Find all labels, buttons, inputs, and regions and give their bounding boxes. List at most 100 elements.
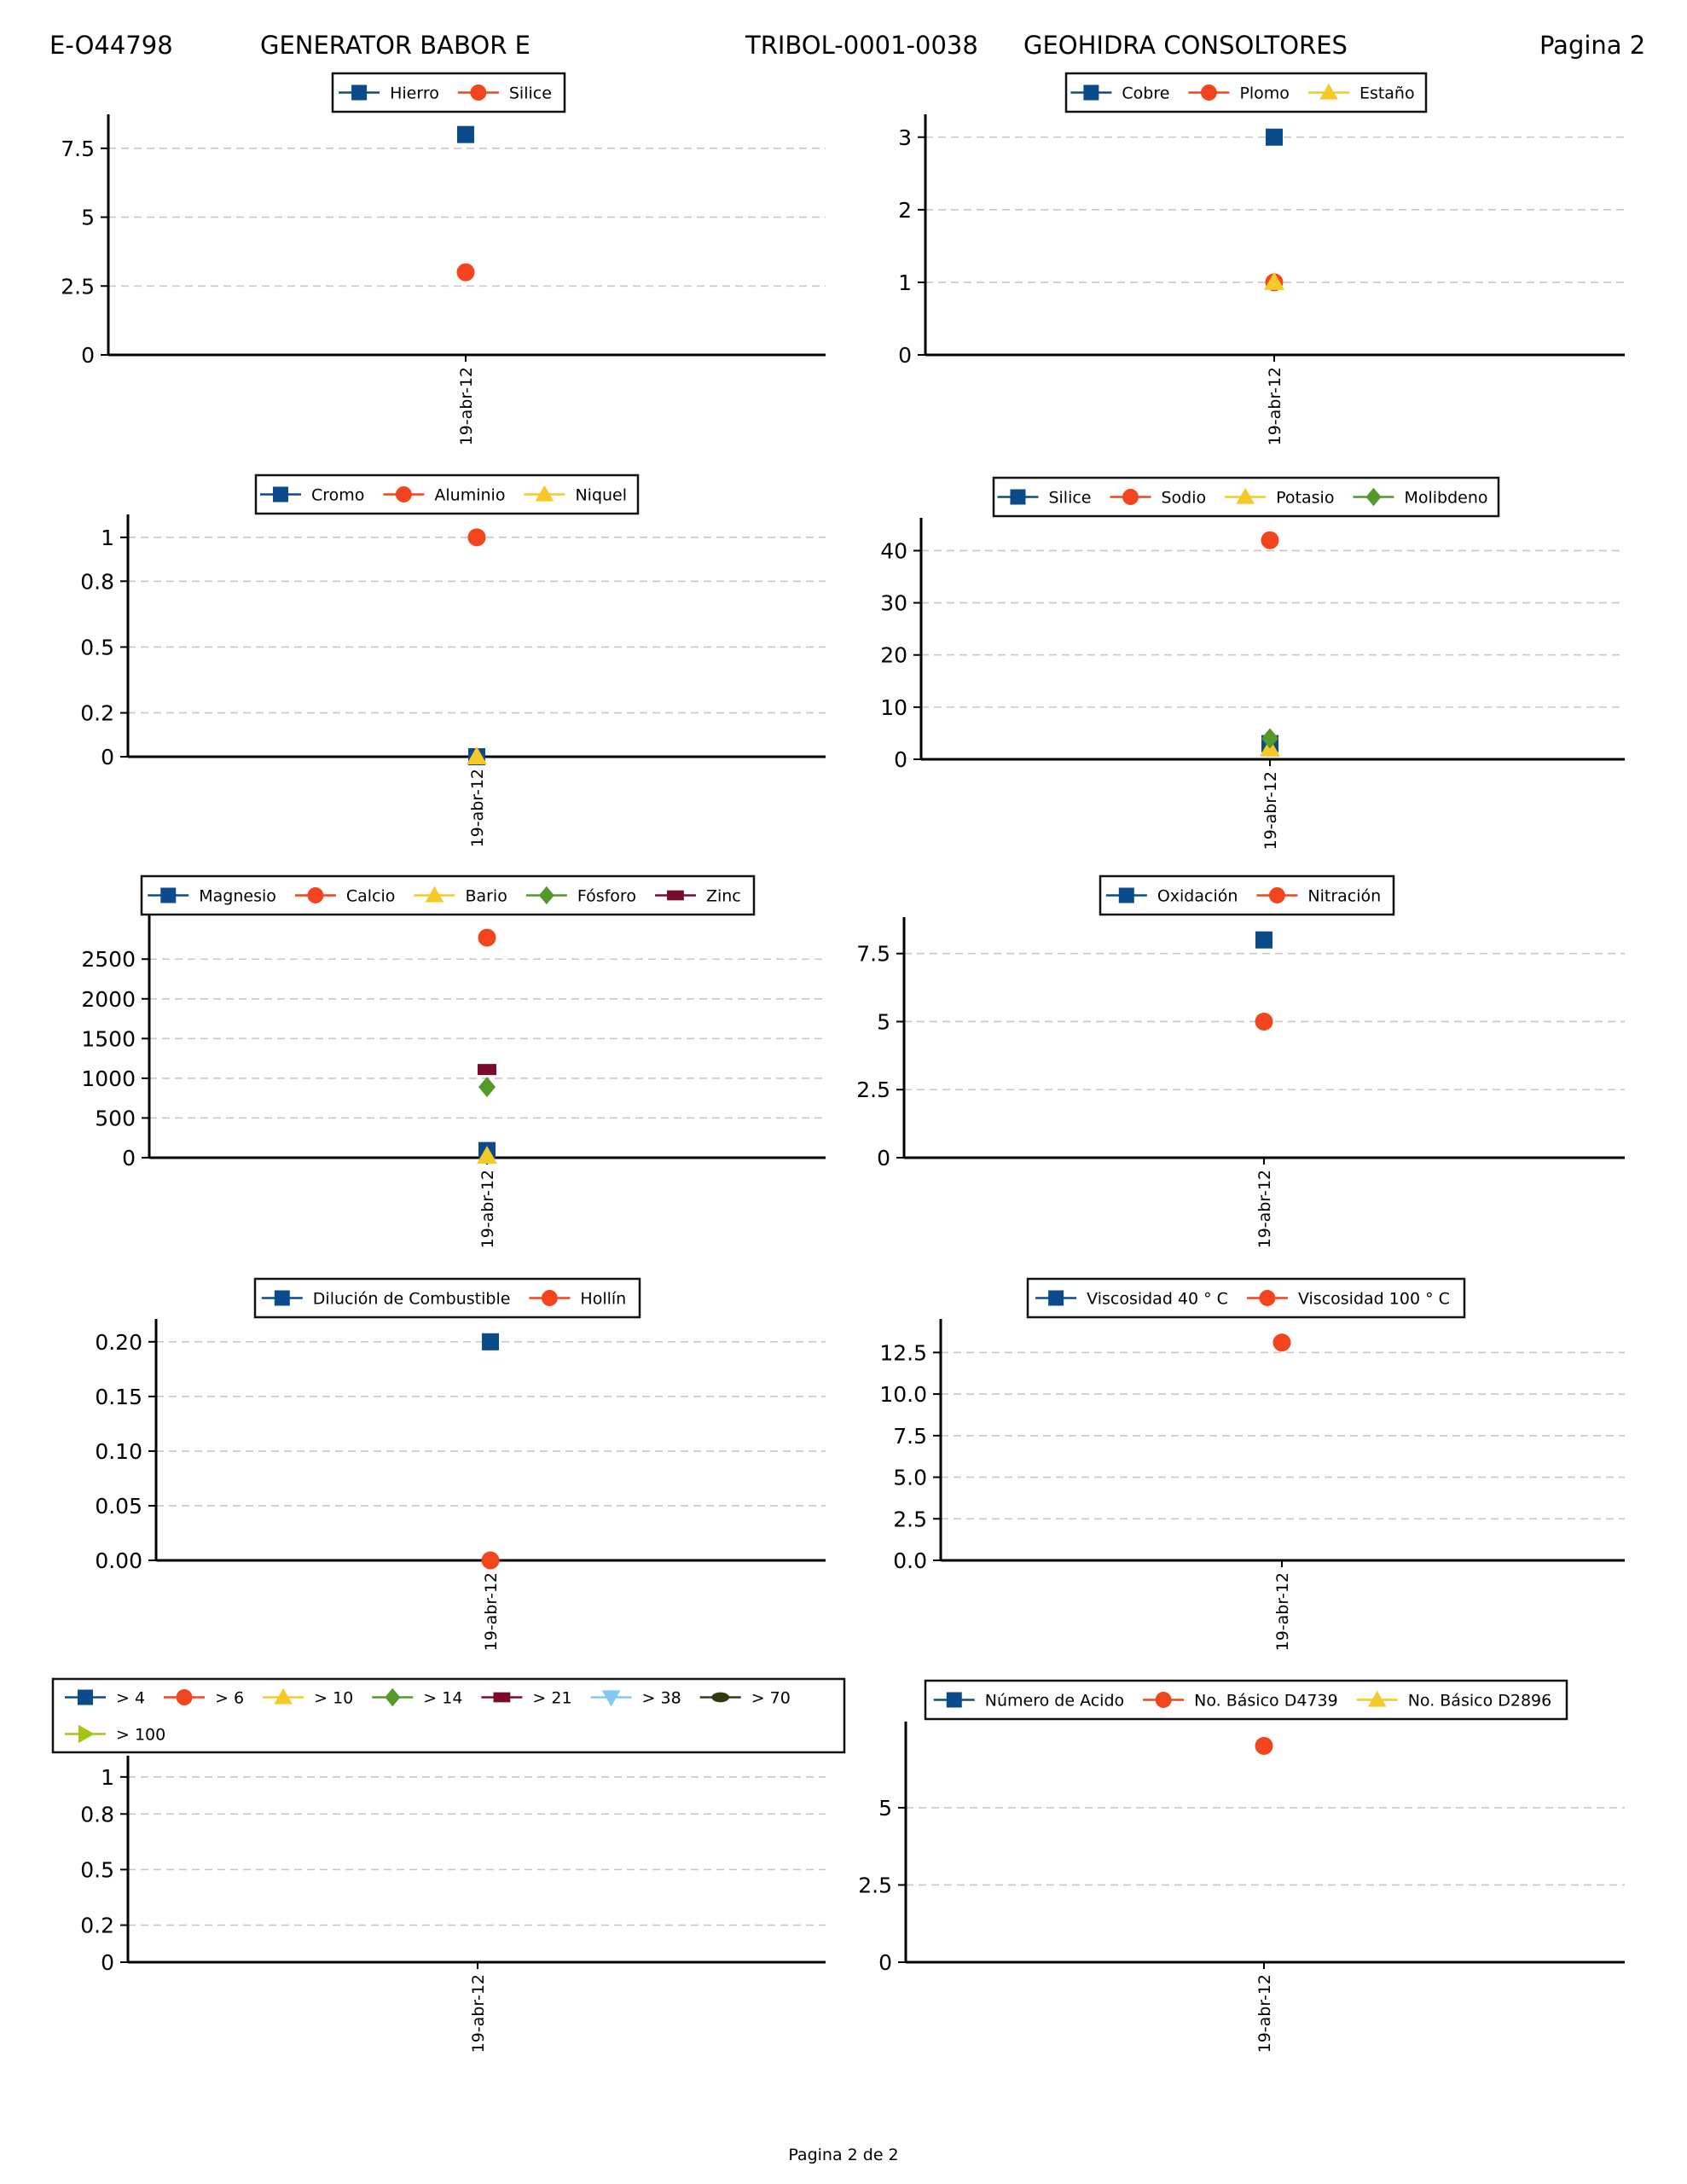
legend-label: Molibdeno: [1404, 489, 1487, 508]
legend-label: > 14: [423, 1689, 462, 1708]
data-point-2: [456, 263, 475, 282]
legend-marker: [78, 1724, 95, 1744]
data-point-3: [1264, 271, 1284, 290]
legend-label: Estaño: [1359, 84, 1415, 103]
data-point-3: [467, 746, 487, 764]
y-tick-label: 5: [877, 1009, 890, 1034]
y-tick-label: 0: [894, 747, 907, 772]
legend-item: Cromo: [259, 486, 364, 505]
data-point-3: [477, 1146, 497, 1165]
y-tick-label: 2500: [81, 947, 136, 972]
legend-item: > 38: [590, 1689, 681, 1708]
y-tick-label: 0.00: [95, 1548, 142, 1573]
y-tick-label: 0.15: [95, 1385, 142, 1409]
legend-label: Hollín: [580, 1290, 626, 1309]
legend-marker: [667, 890, 684, 901]
x-tick-label: 19-abr-12: [457, 367, 476, 445]
x-tick-label: 19-abr-12: [468, 769, 487, 847]
data-point-2: [1255, 1012, 1273, 1031]
legend-label: > 21: [532, 1689, 571, 1708]
legend-item: Molibdeno: [1353, 487, 1488, 508]
y-tick-label: 0.0: [893, 1548, 927, 1573]
legend-item: > 100: [65, 1724, 165, 1745]
page-label: Pagina 2: [1539, 31, 1646, 60]
legend-item: Plomo: [1188, 84, 1290, 103]
legend-label: Sodio: [1162, 489, 1207, 508]
legend-item: Nitración: [1256, 887, 1381, 906]
legend-item: > 21: [481, 1689, 572, 1708]
y-tick-label: 0: [101, 1950, 114, 1975]
y-tick-label: 2.5: [893, 1507, 927, 1531]
y-tick-label: 0: [81, 343, 95, 368]
y-tick-label: 1000: [81, 1066, 136, 1091]
data-point-1: [1255, 931, 1272, 949]
x-tick-label: 19-abr-12: [482, 1572, 501, 1651]
legend-frame: [1026, 1277, 1466, 1319]
legend-item: Potasio: [1225, 487, 1334, 508]
y-tick-label: 0.8: [80, 1802, 114, 1827]
legend-marker: [1319, 83, 1338, 100]
chart-4: 0 10 20 30 40 19-abr-12 Silice Sodio Potasio Moli…: [880, 476, 1625, 850]
legend-marker: [541, 1290, 558, 1306]
data-point-2: [1255, 1736, 1273, 1755]
legend-label: > 4: [116, 1689, 145, 1708]
legend-marker: [78, 1689, 93, 1705]
chart-legend: Número de Acido No. Básico D4739 No. Básic…: [924, 1679, 1568, 1721]
legend-label: Zinc: [706, 887, 741, 906]
chart-legend: > 4 > 6 > 10 > 14 > 21 > 38 > 70 > 100: [51, 1677, 846, 1754]
legend-marker: [1236, 487, 1255, 504]
legend-marker: [1259, 1290, 1276, 1306]
legend-item: Silice: [997, 489, 1092, 508]
y-tick-label: 0: [898, 343, 912, 368]
y-tick-label: 2000: [81, 987, 136, 1012]
y-tick-label: 12.5: [879, 1340, 927, 1365]
data-point-4: [478, 1077, 496, 1098]
y-tick-label: 40: [880, 538, 907, 563]
chart-legend: Magnesio Calcio Bario Fósforo Zinc: [140, 874, 756, 916]
legend-marker: [395, 486, 412, 502]
legend-item: Bario: [414, 886, 507, 906]
legend-label: Viscosidad 100 ° C: [1298, 1290, 1450, 1309]
y-tick-label: 1: [898, 270, 912, 295]
legend-marker: [1118, 887, 1134, 903]
legend-marker: [1268, 887, 1285, 903]
y-tick-label: 0: [877, 1146, 890, 1170]
x-tick-label: 19-abr-12: [469, 1974, 488, 2053]
legend-label: Hierro: [390, 84, 439, 103]
legend-frame: [254, 473, 640, 515]
x-tick-label: 19-abr-12: [1266, 367, 1284, 445]
legend-label: Calcio: [346, 887, 396, 906]
legend-marker: [176, 1689, 193, 1705]
legend-marker: [1122, 489, 1139, 505]
legend-item: Calcio: [294, 887, 396, 906]
data-point-4: [1261, 728, 1278, 749]
legend-marker: [1010, 489, 1026, 505]
legend-item: Sodio: [1110, 489, 1207, 508]
x-tick-label: 19-abr-12: [1255, 1974, 1274, 2053]
legend-label: Dilución de Combustible: [313, 1290, 511, 1309]
y-tick-label: 7.5: [856, 942, 890, 967]
legend-frame: [1099, 874, 1395, 916]
legend-item: > 14: [372, 1687, 462, 1708]
y-tick-label: 1500: [81, 1026, 136, 1051]
legend-label: > 38: [642, 1689, 681, 1708]
data-point-2: [1272, 1333, 1291, 1352]
legend-marker: [1365, 487, 1382, 507]
y-tick-label: 0.2: [80, 1914, 114, 1938]
y-tick-label: 30: [880, 591, 907, 616]
legend-label: Número de Acido: [985, 1692, 1124, 1711]
y-tick-label: 0.5: [80, 1857, 114, 1882]
chart-10: 0 2.5 5 19-abr-12 Número de Acido No. Básico …: [858, 1679, 1625, 2053]
legend-label: Silice: [509, 84, 552, 103]
chart-legend: Oxidación Nitración: [1099, 874, 1395, 916]
data-point-1: [457, 125, 474, 143]
legend-frame: [1064, 72, 1428, 113]
legend-marker: [1367, 1690, 1387, 1707]
chart-3: 0 0.2 0.5 0.8 1 19-abr-12 Cromo Aluminio Niquel: [80, 473, 826, 847]
data-point-2: [481, 1551, 500, 1570]
legend-label: Magnesio: [199, 887, 276, 906]
y-tick-label: 0.2: [80, 701, 114, 726]
legend-item: > 10: [263, 1687, 353, 1708]
chart-legend: Hierro Silice: [331, 72, 566, 113]
legend-frame: [253, 1277, 641, 1319]
